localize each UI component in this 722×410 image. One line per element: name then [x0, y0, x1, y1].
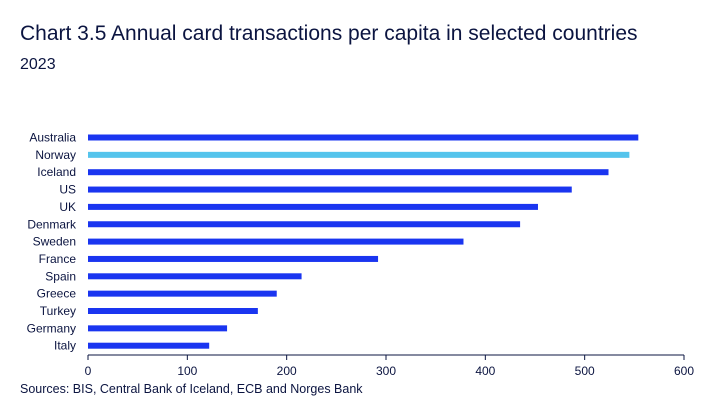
- x-tick-label: 500: [575, 364, 595, 378]
- bar-norway: [88, 151, 630, 158]
- bar-us: [88, 186, 572, 193]
- category-label: Germany: [27, 321, 76, 335]
- x-tick-label: 400: [475, 364, 495, 378]
- bar-iceland: [88, 169, 609, 176]
- category-label: Italy: [54, 339, 76, 353]
- category-label: UK: [59, 200, 76, 214]
- bar-denmark: [88, 221, 521, 228]
- bar-greece: [88, 290, 277, 297]
- x-tick-label: 0: [85, 364, 92, 378]
- bar-sweden: [88, 238, 464, 245]
- category-label: Turkey: [40, 304, 76, 318]
- category-label: Denmark: [27, 217, 77, 231]
- x-tick-label: 600: [674, 364, 694, 378]
- bar-spain: [88, 273, 302, 280]
- bar-australia: [88, 134, 639, 141]
- bar-italy: [88, 342, 210, 349]
- x-tick-label: 100: [177, 364, 197, 378]
- category-label: Iceland: [37, 165, 76, 179]
- category-label: Sweden: [33, 235, 76, 249]
- chart-title: Chart 3.5 Annual card transactions per c…: [20, 22, 638, 45]
- category-label: Greece: [37, 287, 77, 301]
- chart-subtitle: 2023: [20, 56, 56, 73]
- category-label: Norway: [35, 148, 76, 162]
- bar-france: [88, 255, 379, 262]
- bar-germany: [88, 325, 228, 332]
- bar-turkey: [88, 308, 258, 314]
- category-label: Spain: [45, 269, 76, 283]
- category-label: France: [39, 252, 77, 266]
- category-label: US: [59, 183, 76, 197]
- category-label: Australia: [29, 131, 76, 145]
- x-tick-label: 200: [277, 364, 297, 378]
- x-tick-label: 300: [376, 364, 396, 378]
- bar-uk: [88, 203, 538, 210]
- chart-source: Sources: BIS, Central Bank of Iceland, E…: [20, 382, 363, 396]
